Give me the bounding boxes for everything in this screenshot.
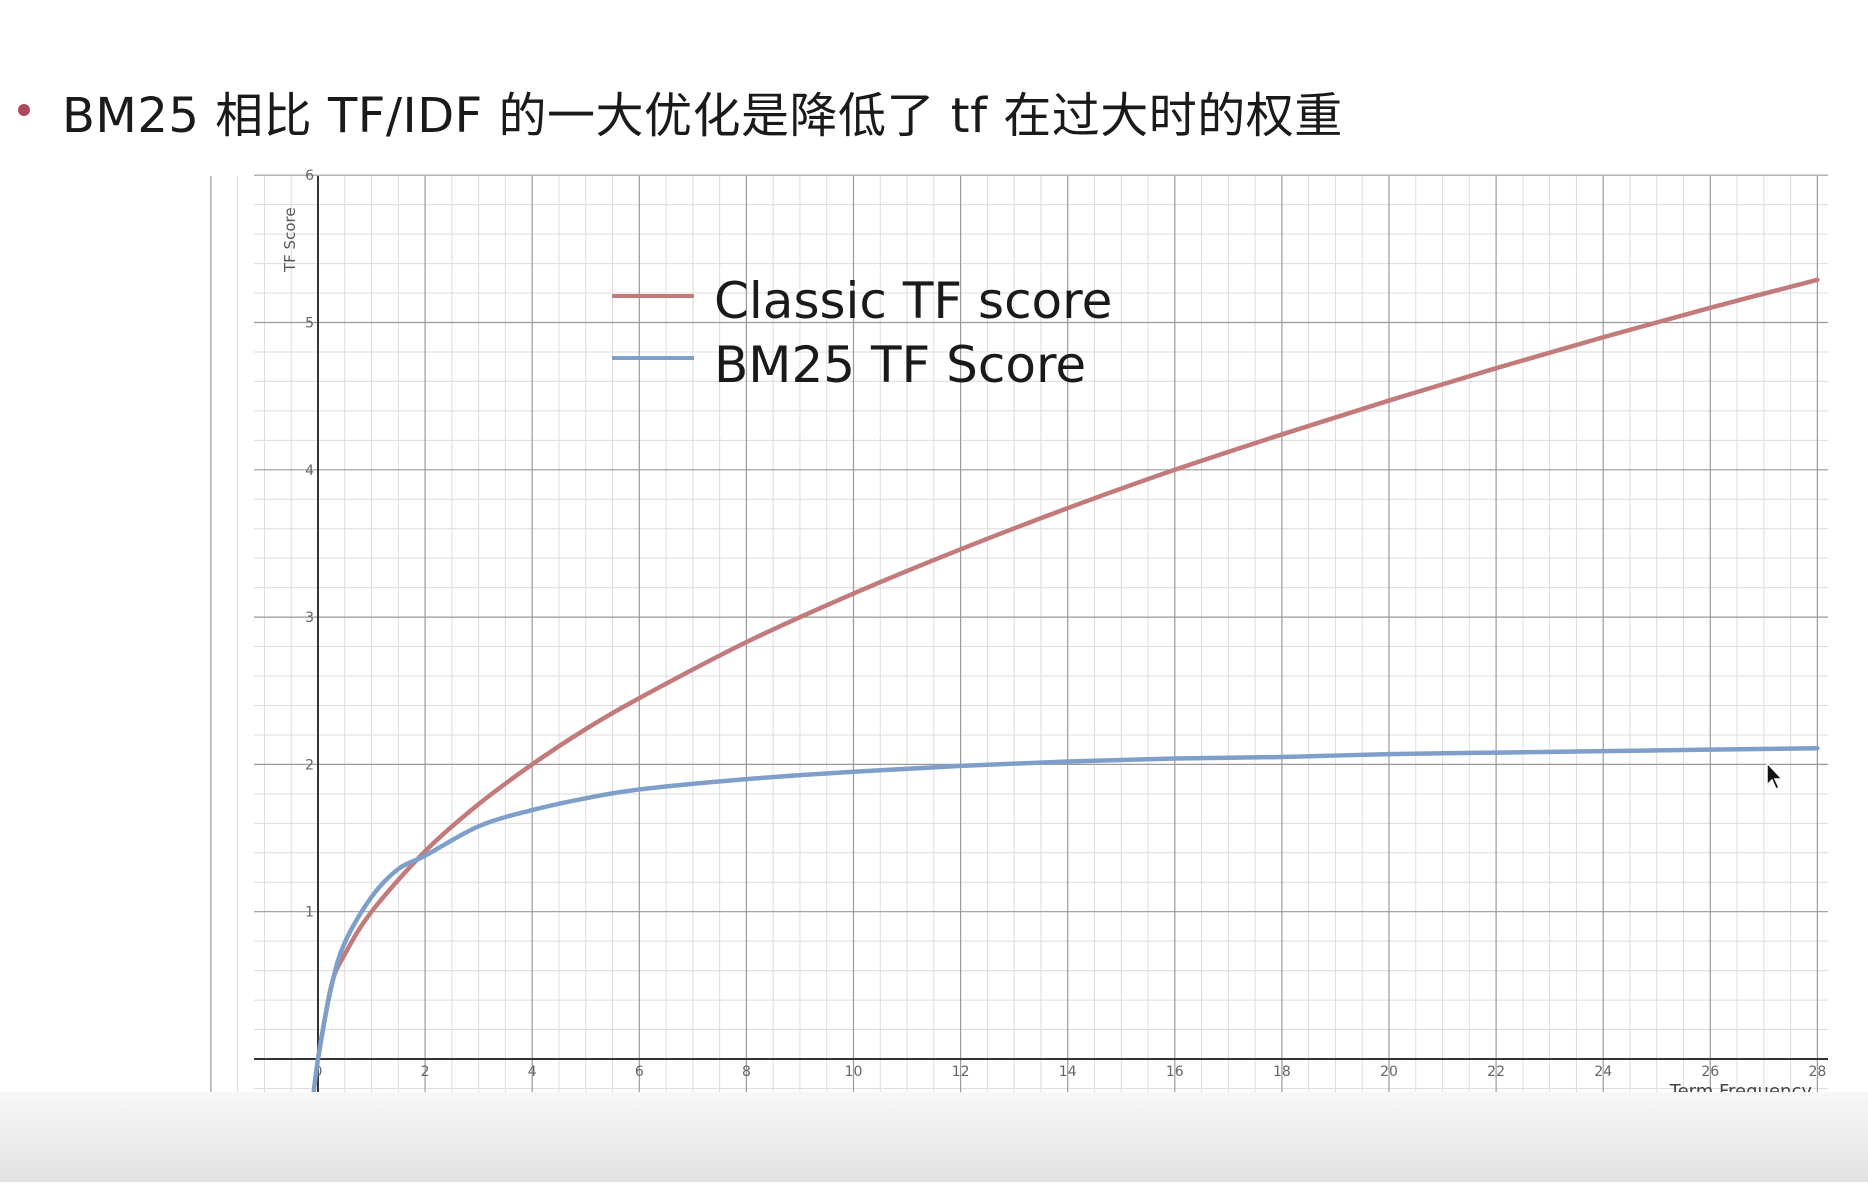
series-layer	[310, 280, 1817, 1126]
x-tick-label: 2	[421, 1064, 430, 1080]
x-tick-label: 16	[1166, 1064, 1184, 1080]
mouse-pointer-icon	[1766, 762, 1786, 796]
y-axis-label: TF Score	[281, 207, 299, 273]
x-tick-label: 22	[1487, 1064, 1505, 1080]
x-tick-label: 8	[742, 1064, 751, 1080]
x-tick-label: 14	[1059, 1064, 1077, 1080]
x-tick-label: 10	[845, 1064, 863, 1080]
x-tick-label: 18	[1273, 1064, 1291, 1080]
y-tick-label: 1	[305, 905, 314, 921]
y-tick-label: 6	[305, 168, 314, 184]
legend-label-bm25: BM25 TF Score	[714, 336, 1086, 394]
y-tick-label: 3	[305, 610, 314, 626]
x-tick-label: 24	[1594, 1064, 1612, 1080]
y-tick-label: 5	[305, 316, 314, 332]
x-tick-label: 28	[1808, 1064, 1826, 1080]
x-tick-label: 12	[952, 1064, 970, 1080]
y-tick-label: 2	[305, 757, 314, 773]
bottom-bar	[0, 1092, 1868, 1182]
legend-label-classic: Classic TF score	[714, 272, 1112, 330]
x-tick-label: 26	[1701, 1064, 1719, 1080]
x-tick-label: 20	[1380, 1064, 1398, 1080]
legend: Classic TF score BM25 TF Score	[612, 272, 1112, 394]
x-tick-label: 6	[635, 1064, 644, 1080]
y-tick-label: 4	[305, 463, 314, 479]
x-tick-label: 4	[528, 1064, 537, 1080]
